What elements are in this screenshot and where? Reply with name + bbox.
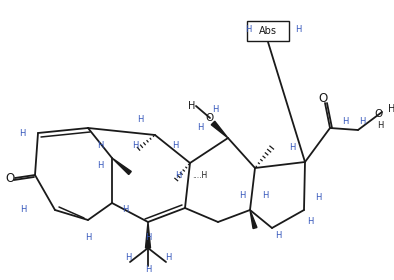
Text: H: H (132, 141, 138, 150)
Text: H: H (125, 253, 131, 263)
Polygon shape (112, 158, 131, 174)
Text: H: H (212, 106, 218, 115)
Text: H: H (197, 123, 203, 132)
Text: H: H (188, 101, 196, 111)
Text: H: H (388, 104, 394, 114)
Text: H: H (245, 25, 251, 34)
Text: H: H (97, 160, 103, 169)
Text: H: H (175, 171, 181, 179)
Text: H: H (122, 206, 128, 214)
Text: H: H (262, 190, 268, 199)
Text: H: H (342, 118, 348, 127)
Text: O: O (6, 171, 15, 185)
Text: H: H (289, 143, 295, 153)
Polygon shape (250, 210, 257, 228)
Text: H: H (165, 253, 171, 263)
Text: H: H (85, 234, 91, 242)
Text: H: H (359, 118, 365, 127)
Text: H: H (19, 129, 25, 137)
Text: H: H (315, 193, 321, 202)
Text: H: H (295, 25, 301, 34)
Polygon shape (211, 121, 228, 138)
Text: H: H (145, 265, 151, 274)
Text: H: H (275, 230, 281, 239)
Text: H: H (307, 218, 313, 227)
Text: H: H (20, 206, 26, 214)
Text: H: H (97, 141, 103, 150)
Text: H: H (377, 120, 383, 129)
Polygon shape (145, 222, 151, 248)
FancyBboxPatch shape (247, 21, 289, 41)
Text: Abs: Abs (259, 26, 277, 36)
Text: H: H (172, 141, 178, 150)
Text: O: O (206, 113, 214, 123)
Text: ....H: ....H (192, 171, 208, 179)
Text: H: H (137, 115, 143, 125)
Text: H: H (239, 190, 245, 199)
Text: H: H (145, 234, 151, 242)
Text: O: O (375, 109, 383, 119)
Text: O: O (318, 92, 328, 104)
